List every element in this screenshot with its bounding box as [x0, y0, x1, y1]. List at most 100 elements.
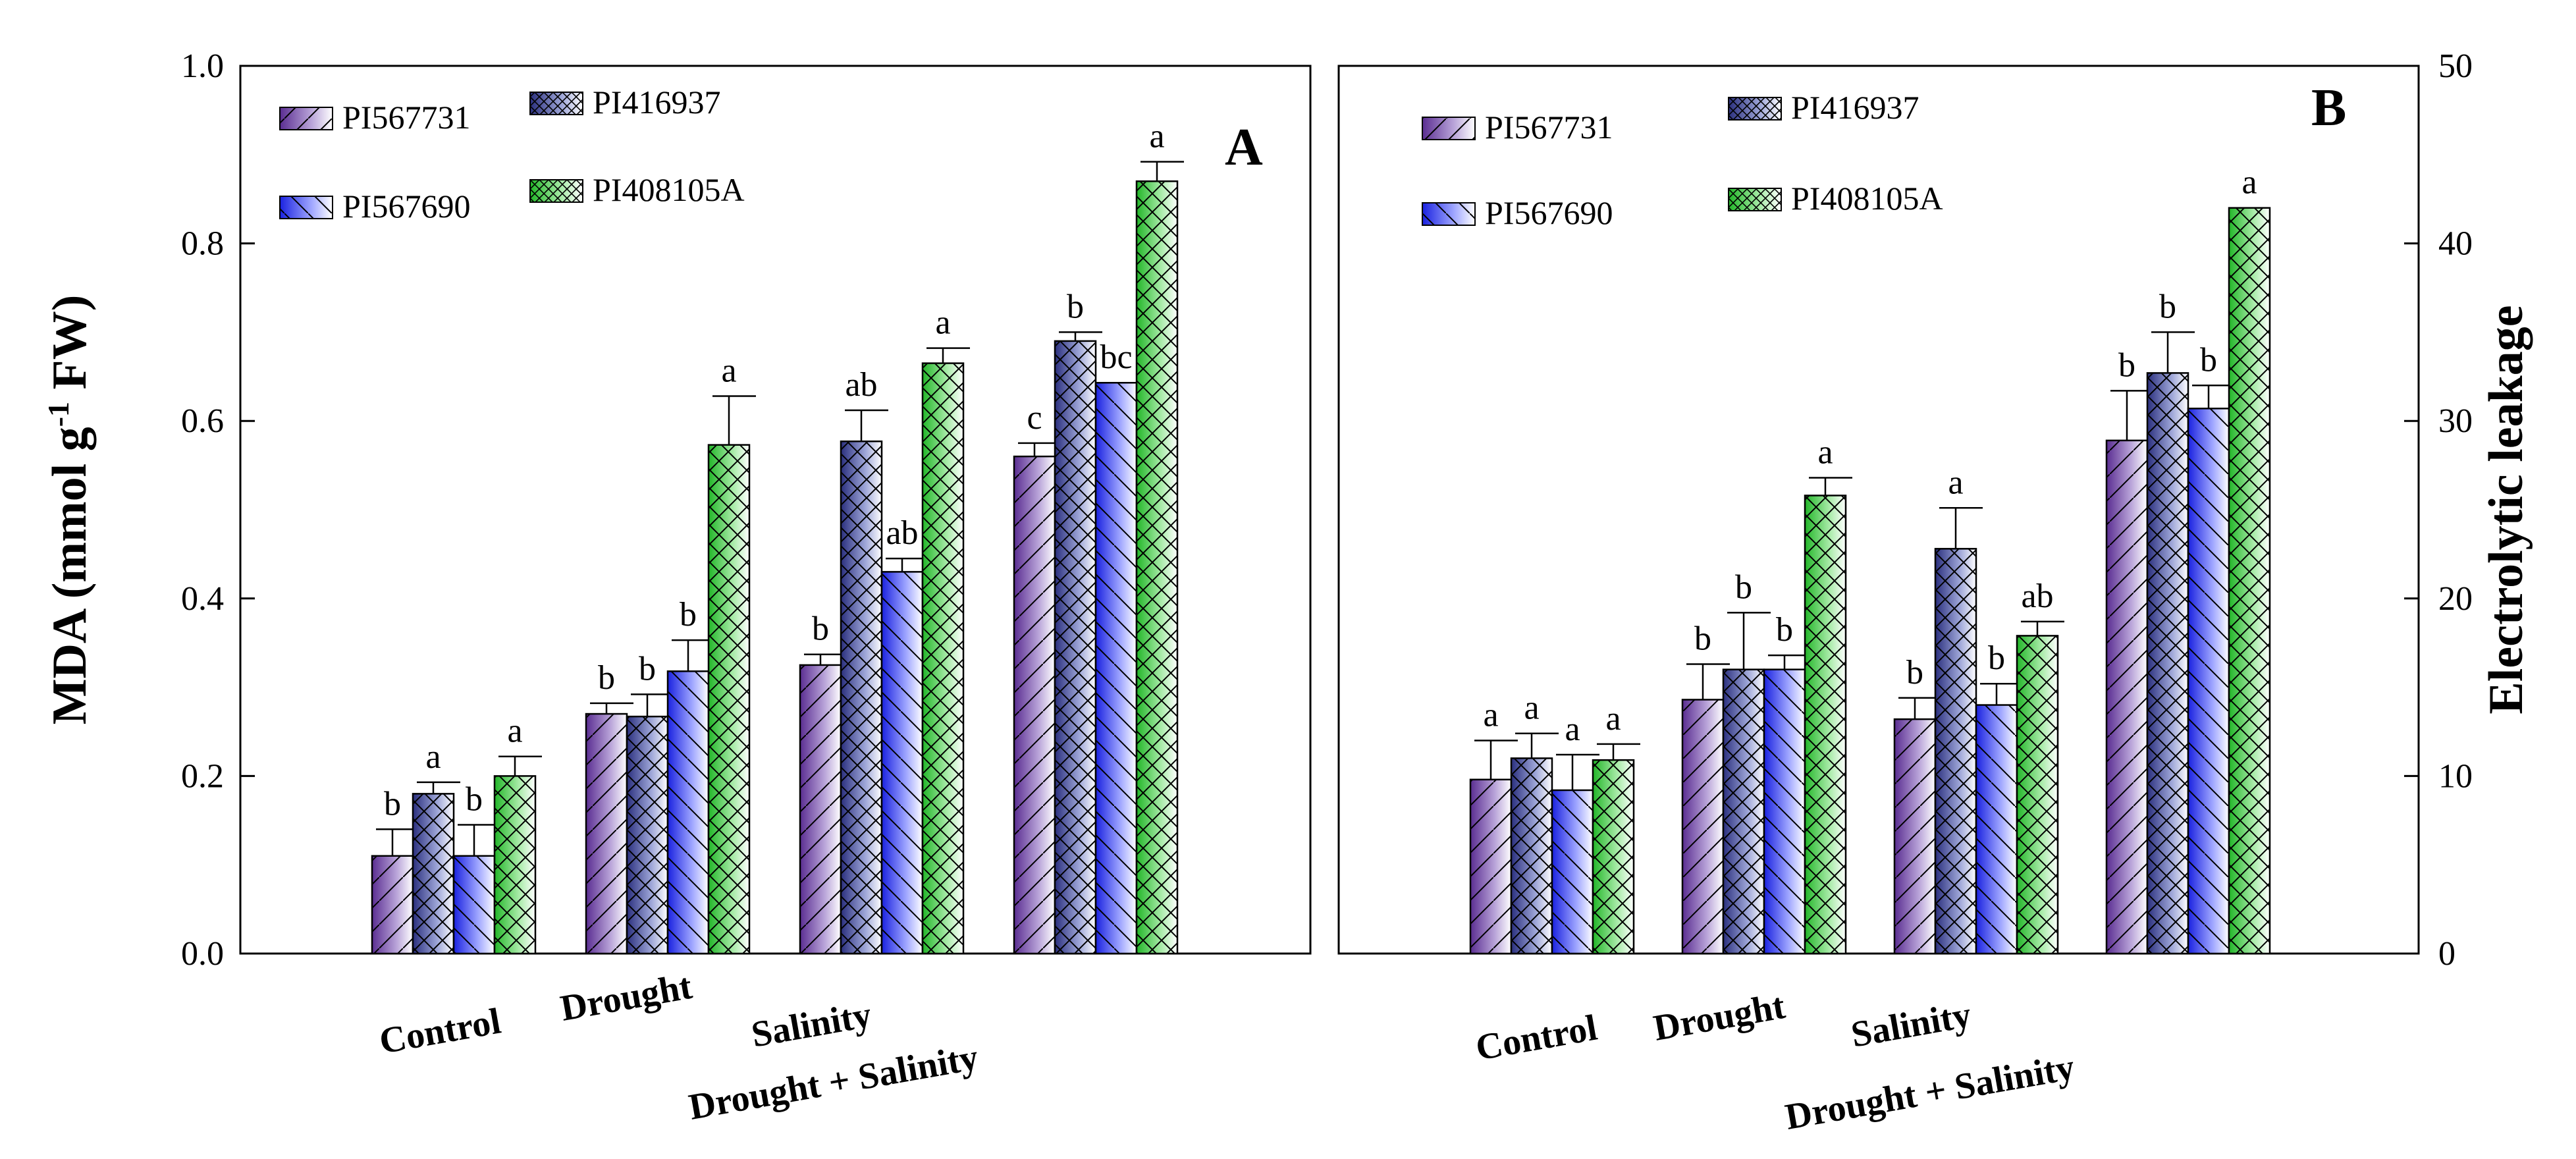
panel-b-y-axis-title: Electrolytic leakage: [2479, 305, 2533, 714]
panel-b-frame: [1337, 65, 2420, 955]
panel-a-y-tick-label: 0.2: [181, 757, 224, 795]
panel-a-legend-swatch-hatch: [530, 92, 583, 115]
panel-b-bar-hatch-PI408105A-2: [2017, 635, 2058, 954]
panel-b-y-tick-label: 10: [2438, 757, 2473, 795]
panel-a-bar-hatch-PI567690-1: [668, 671, 709, 954]
panel-a-legend-label-PI567690: PI567690: [342, 188, 470, 225]
panel-a-legend-swatch-hatch: [280, 107, 333, 130]
panel-b-legend-label-PI408105A: PI408105A: [1791, 180, 1943, 217]
panel-a-significance-label: b: [466, 781, 483, 819]
panel-a-bar-hatch-PI567731-2: [800, 664, 841, 954]
panel-b-significance-label: b: [1735, 568, 1752, 606]
panel-b-bar-hatch-PI416937-3: [2147, 373, 2188, 954]
panel-a-category-label: Salinity: [748, 994, 874, 1056]
panel-b-legend-label-PI567690: PI567690: [1485, 194, 1613, 231]
panel-b-y-tick-label: 30: [2438, 402, 2473, 440]
panel-b-category-label: Drought + Salinity: [1782, 1047, 2078, 1138]
panel-a-category-label: Drought + Salinity: [685, 1037, 981, 1128]
panel-a-significance-label: b: [384, 785, 401, 822]
panel-b-bar-hatch-PI408105A-0: [1593, 760, 1634, 954]
panel-a-bar-hatch-PI567731-0: [372, 855, 413, 954]
panel-b: B Electrolytic leakage 01020304050abbbab…: [1337, 47, 2533, 1138]
panel-b-significance-label: a: [1524, 689, 1539, 727]
panel-a-y-tick-label: 0.6: [181, 402, 224, 440]
panel-b-bar-hatch-PI567731-1: [1682, 699, 1723, 954]
panel-b-legend-swatch-hatch: [1422, 117, 1475, 140]
panel-b-significance-label: b: [1988, 639, 2005, 677]
panel-a-category-label: Control: [376, 1001, 504, 1062]
panel-a-legend-label-PI408105A: PI408105A: [593, 171, 745, 208]
panel-b-significance-label: ab: [2021, 578, 2053, 615]
panel-a-y-tick-label: 0.8: [181, 225, 224, 263]
panel-a-significance-label: a: [425, 738, 441, 776]
panel-b-bar-hatch-PI567731-3: [2106, 440, 2147, 954]
panel-a-significance-label: ab: [845, 366, 877, 404]
panel-a-bar-hatch-PI567731-1: [586, 714, 627, 954]
panel-b-bar-hatch-PI567690-0: [1552, 790, 1593, 954]
panel-a-category-label: Drought: [557, 966, 695, 1029]
panel-b-significance-label: a: [2241, 164, 2257, 202]
panel-a-significance-label: b: [598, 659, 615, 697]
panel-b-bar-hatch-PI408105A-1: [1805, 495, 1846, 954]
panel-a-bar-hatch-PI567731-3: [1014, 456, 1055, 954]
panel-a-bar-hatch-PI408105A-2: [923, 363, 963, 954]
panel-a-bar-hatch-PI416937-0: [413, 794, 454, 954]
panel-b-bar-hatch-PI416937-0: [1511, 758, 1552, 954]
panel-b-legend-swatch-hatch: [1729, 97, 1781, 120]
panel-b-significance-label: a: [1483, 696, 1498, 734]
panel-b-bar-hatch-PI416937-2: [1935, 549, 1976, 954]
panel-a-significance-label: b: [639, 650, 656, 687]
panel-b-significance-label: b: [1906, 654, 1923, 691]
panel-a-y-axis-title: MDA (mmol g-1 FW): [41, 295, 97, 725]
panel-a-significance-label: c: [1027, 399, 1042, 437]
panel-a-bar-hatch-PI416937-2: [841, 441, 882, 954]
panel-a-y-tick-label: 1.0: [181, 47, 224, 85]
panel-b-bar-hatch-PI567690-2: [1976, 705, 2017, 954]
panel-b-significance-label: b: [2118, 346, 2135, 384]
panel-a-significance-label: b: [680, 596, 697, 633]
panel-a-significance-label: b: [1067, 288, 1084, 325]
panel-a-significance-label: ab: [886, 514, 918, 552]
panel-a-bar-hatch-PI567690-3: [1096, 383, 1137, 954]
panel-b-y-tick-label: 20: [2438, 580, 2473, 618]
panel-b-legend-swatch-hatch: [1422, 203, 1475, 225]
panel-b-significance-label: b: [2159, 288, 2176, 325]
panel-a-bar-hatch-PI408105A-1: [709, 445, 749, 954]
panel-a-significance-label: a: [1149, 118, 1164, 155]
panel-b-bar-hatch-PI567690-3: [2188, 408, 2229, 954]
panel-b-y-tick-label: 50: [2438, 47, 2473, 85]
panel-a-significance-label: a: [935, 304, 950, 342]
panel-a-bar-hatch-PI408105A-3: [1137, 181, 1177, 954]
panel-a-significance-label: a: [721, 352, 736, 389]
panel-b-significance-label: b: [1776, 611, 1793, 649]
panel-a-bar-hatch-PI567690-2: [882, 572, 923, 954]
panel-b-bar-hatch-PI408105A-3: [2229, 207, 2270, 954]
panel-b-significance-label: a: [1817, 433, 1833, 471]
panel-b-significance-label: b: [2200, 341, 2217, 379]
panel-b-category-label: Salinity: [1848, 994, 1974, 1056]
panel-b-significance-label: a: [1605, 700, 1621, 738]
panel-b-significance-label: a: [1565, 711, 1580, 748]
panel-a-significance-label: bc: [1100, 338, 1132, 376]
panel-a-significance-label: a: [507, 713, 522, 750]
panel-b-legend-label-PI416937: PI416937: [1791, 89, 1919, 126]
panel-b-bar-hatch-PI416937-1: [1723, 669, 1764, 954]
panel-b-category-label: Control: [1472, 1008, 1600, 1069]
panel-b-legend-swatch-hatch: [1729, 188, 1781, 211]
panel-a-bar-hatch-PI416937-3: [1055, 340, 1096, 954]
panel-a-bar-hatch-PI416937-1: [627, 716, 668, 954]
panel-a-bar-hatch-PI567690-0: [454, 855, 495, 954]
panel-a: A MDA (mmol g-1 FW) 0.00.20.40.60.81.0bb…: [41, 47, 1312, 1128]
panel-a-letter: A: [1225, 119, 1263, 176]
panel-a-legend-swatch-hatch: [530, 180, 583, 202]
panel-a-significance-label: b: [812, 610, 829, 648]
panel-a-legend-swatch-hatch: [280, 196, 333, 219]
panel-a-frame: [239, 65, 1312, 955]
panel-a-bar-hatch-PI408105A-0: [495, 776, 535, 954]
panel-a-legend-label-PI567731: PI567731: [342, 99, 470, 136]
panel-b-bar-hatch-PI567690-1: [1764, 669, 1805, 954]
panel-b-legend-label-PI567731: PI567731: [1485, 109, 1613, 146]
panel-b-bar-hatch-PI567731-0: [1470, 779, 1511, 954]
panel-b-significance-label: a: [1948, 464, 1963, 501]
panel-b-category-label: Drought: [1650, 986, 1788, 1049]
